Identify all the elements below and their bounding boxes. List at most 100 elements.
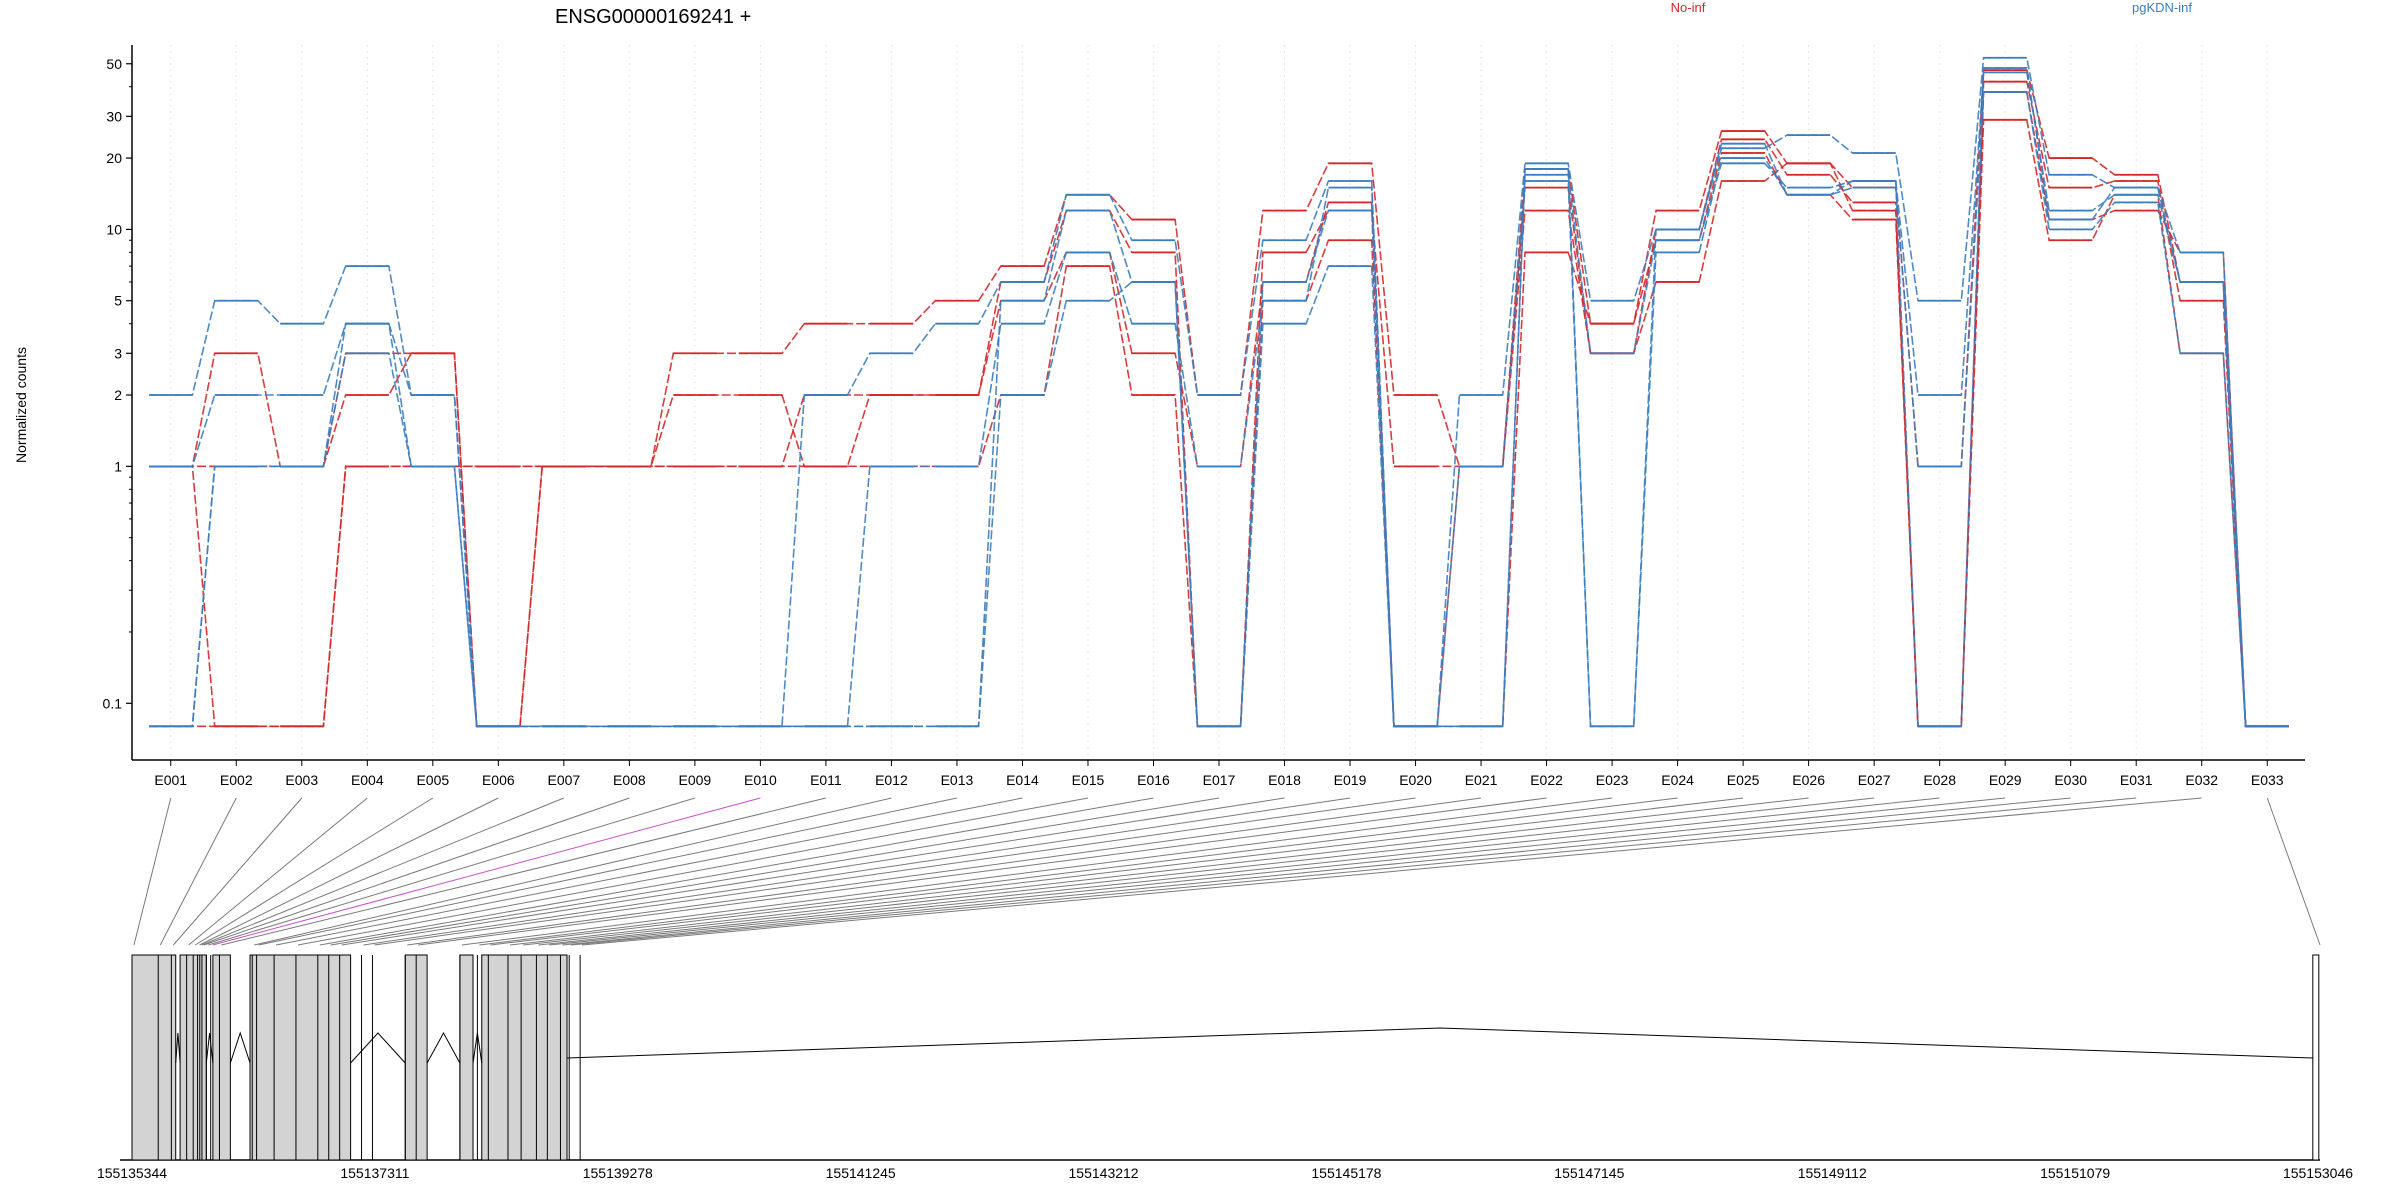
x-tick-label-e030: E030 [2054,772,2087,788]
connector-e026 [509,797,1809,946]
connector-e018 [341,797,1285,946]
connector-e006 [199,797,499,946]
y-tick-label: 5 [114,293,122,309]
connector-e011 [221,797,827,946]
x-tick-label-e001: E001 [154,772,187,788]
x-tick-label-e002: E002 [220,772,253,788]
exon-block [131,954,177,1161]
y-tick-label: 10 [106,221,122,237]
x-tick-label-e032: E032 [2185,772,2218,788]
x-tick-label-e005: E005 [416,772,449,788]
y-tick-label: 0.1 [103,695,123,711]
chart-title: ENSG00000169241 + [555,6,751,28]
x-tick-label-e025: E025 [1727,772,1760,788]
x-tick-label-e031: E031 [2120,772,2153,788]
gridlines [170,45,2268,760]
x-tick-label-e011: E011 [810,772,842,788]
connector-e023 [461,797,1613,946]
x-tick-label-e026: E026 [1792,772,1825,788]
x-tick-label-e022: E022 [1530,772,1563,788]
intron [426,1031,461,1064]
coordinate-label: 155147145 [1554,1165,1624,1181]
x-tick-label-e004: E004 [351,772,384,788]
connector-e014 [275,797,1023,946]
x-tick-label-e008: E008 [613,772,646,788]
x-tick-label-e016: E016 [1137,772,1170,788]
exon-connectors [133,797,2321,946]
x-tick-label-e003: E003 [285,772,318,788]
y-tick-label: 1 [114,458,122,474]
exon-block [249,954,352,1161]
x-tick-label-e006: E006 [482,772,515,788]
series-lines [149,56,2289,728]
y-tick-label: 20 [106,150,122,166]
connector-e008 [203,797,630,946]
x-tick-label-e028: E028 [1923,772,1956,788]
x-tick-label-e020: E020 [1399,772,1432,788]
coordinate-label: 155137311 [340,1165,409,1181]
coordinate-label: 155151079 [2040,1165,2110,1181]
coordinate-label: 155145178 [1311,1165,1381,1181]
x-tick-label-e027: E027 [1858,772,1891,788]
x-tick-label-e033: E033 [2251,772,2284,788]
x-tick-label-e019: E019 [1334,772,1367,788]
connector-e015 [297,797,1089,946]
x-tick-label-e021: E021 [1465,772,1498,788]
x-tick-label-e013: E013 [941,772,974,788]
gene-model-track [120,954,2320,1161]
x-tick-label-e015: E015 [1072,772,1105,788]
exon-block [212,954,231,1161]
intron [350,1032,406,1064]
x-tick-label-e029: E029 [1989,772,2022,788]
x-tick-label-e007: E007 [547,772,580,788]
connector-e009 [208,797,696,946]
x-tick-label-e023: E023 [1596,772,1629,788]
x-tick-label-e024: E024 [1661,772,1694,788]
intron [175,1032,181,1064]
y-tick-label: 3 [114,345,122,361]
intron-long [566,1027,2313,1059]
connector-e002 [159,797,237,946]
x-tick-label-e017: E017 [1203,772,1236,788]
legend-label-no-inf: No-inf [1671,0,1706,15]
y-axis-label: Normalized counts [13,347,29,463]
coordinate-label: 155143212 [1069,1165,1139,1181]
connector-e028 [538,797,1940,946]
coordinate-label: 155139278 [583,1165,653,1181]
connector-e033 [2266,797,2321,946]
connector-e032 [582,797,2202,946]
genomic-coordinate-labels: 155135344 155137311 155139278 155141245 1551… [97,1165,2353,1181]
exon-block-last [2312,954,2320,1161]
connector-e029 [549,797,2006,946]
exon-block [481,954,568,1161]
intron [472,1032,483,1064]
connector-e016 [319,797,1154,946]
connector-e030 [562,797,2071,946]
x-tick-label-e009: E009 [679,772,712,788]
intron [205,1032,214,1064]
x-tick-label-e010: E010 [744,772,777,788]
x-tick-label-e018: E018 [1268,772,1301,788]
connector-e003 [172,797,303,946]
connector-e005 [194,797,434,946]
y-tick-label: 30 [106,108,122,124]
connector-e027 [523,797,1875,946]
connector-e004 [188,797,368,946]
connector-e019 [363,797,1351,946]
x-tick-labels: E001 E002 E003 E004 E005 E006 E007 E008 E009 E010… [154,760,2284,788]
legend-label-pgkdn-inf: pgKDN-inf [2132,0,2192,15]
exon-block [459,954,474,1161]
coordinate-label: 155149112 [1798,1165,1867,1181]
x-tick-label-e014: E014 [1006,772,1039,788]
connector-e022 [418,797,1547,946]
intron [229,1031,251,1064]
connector-e007 [201,797,565,946]
connector-e013 [258,797,958,946]
connector-e021 [407,797,1482,946]
connector-e017 [330,797,1220,946]
connector-e010 [212,797,761,946]
connector-e025 [490,797,1744,946]
connector-e001 [133,797,172,946]
y-tick-label: 2 [114,387,122,403]
